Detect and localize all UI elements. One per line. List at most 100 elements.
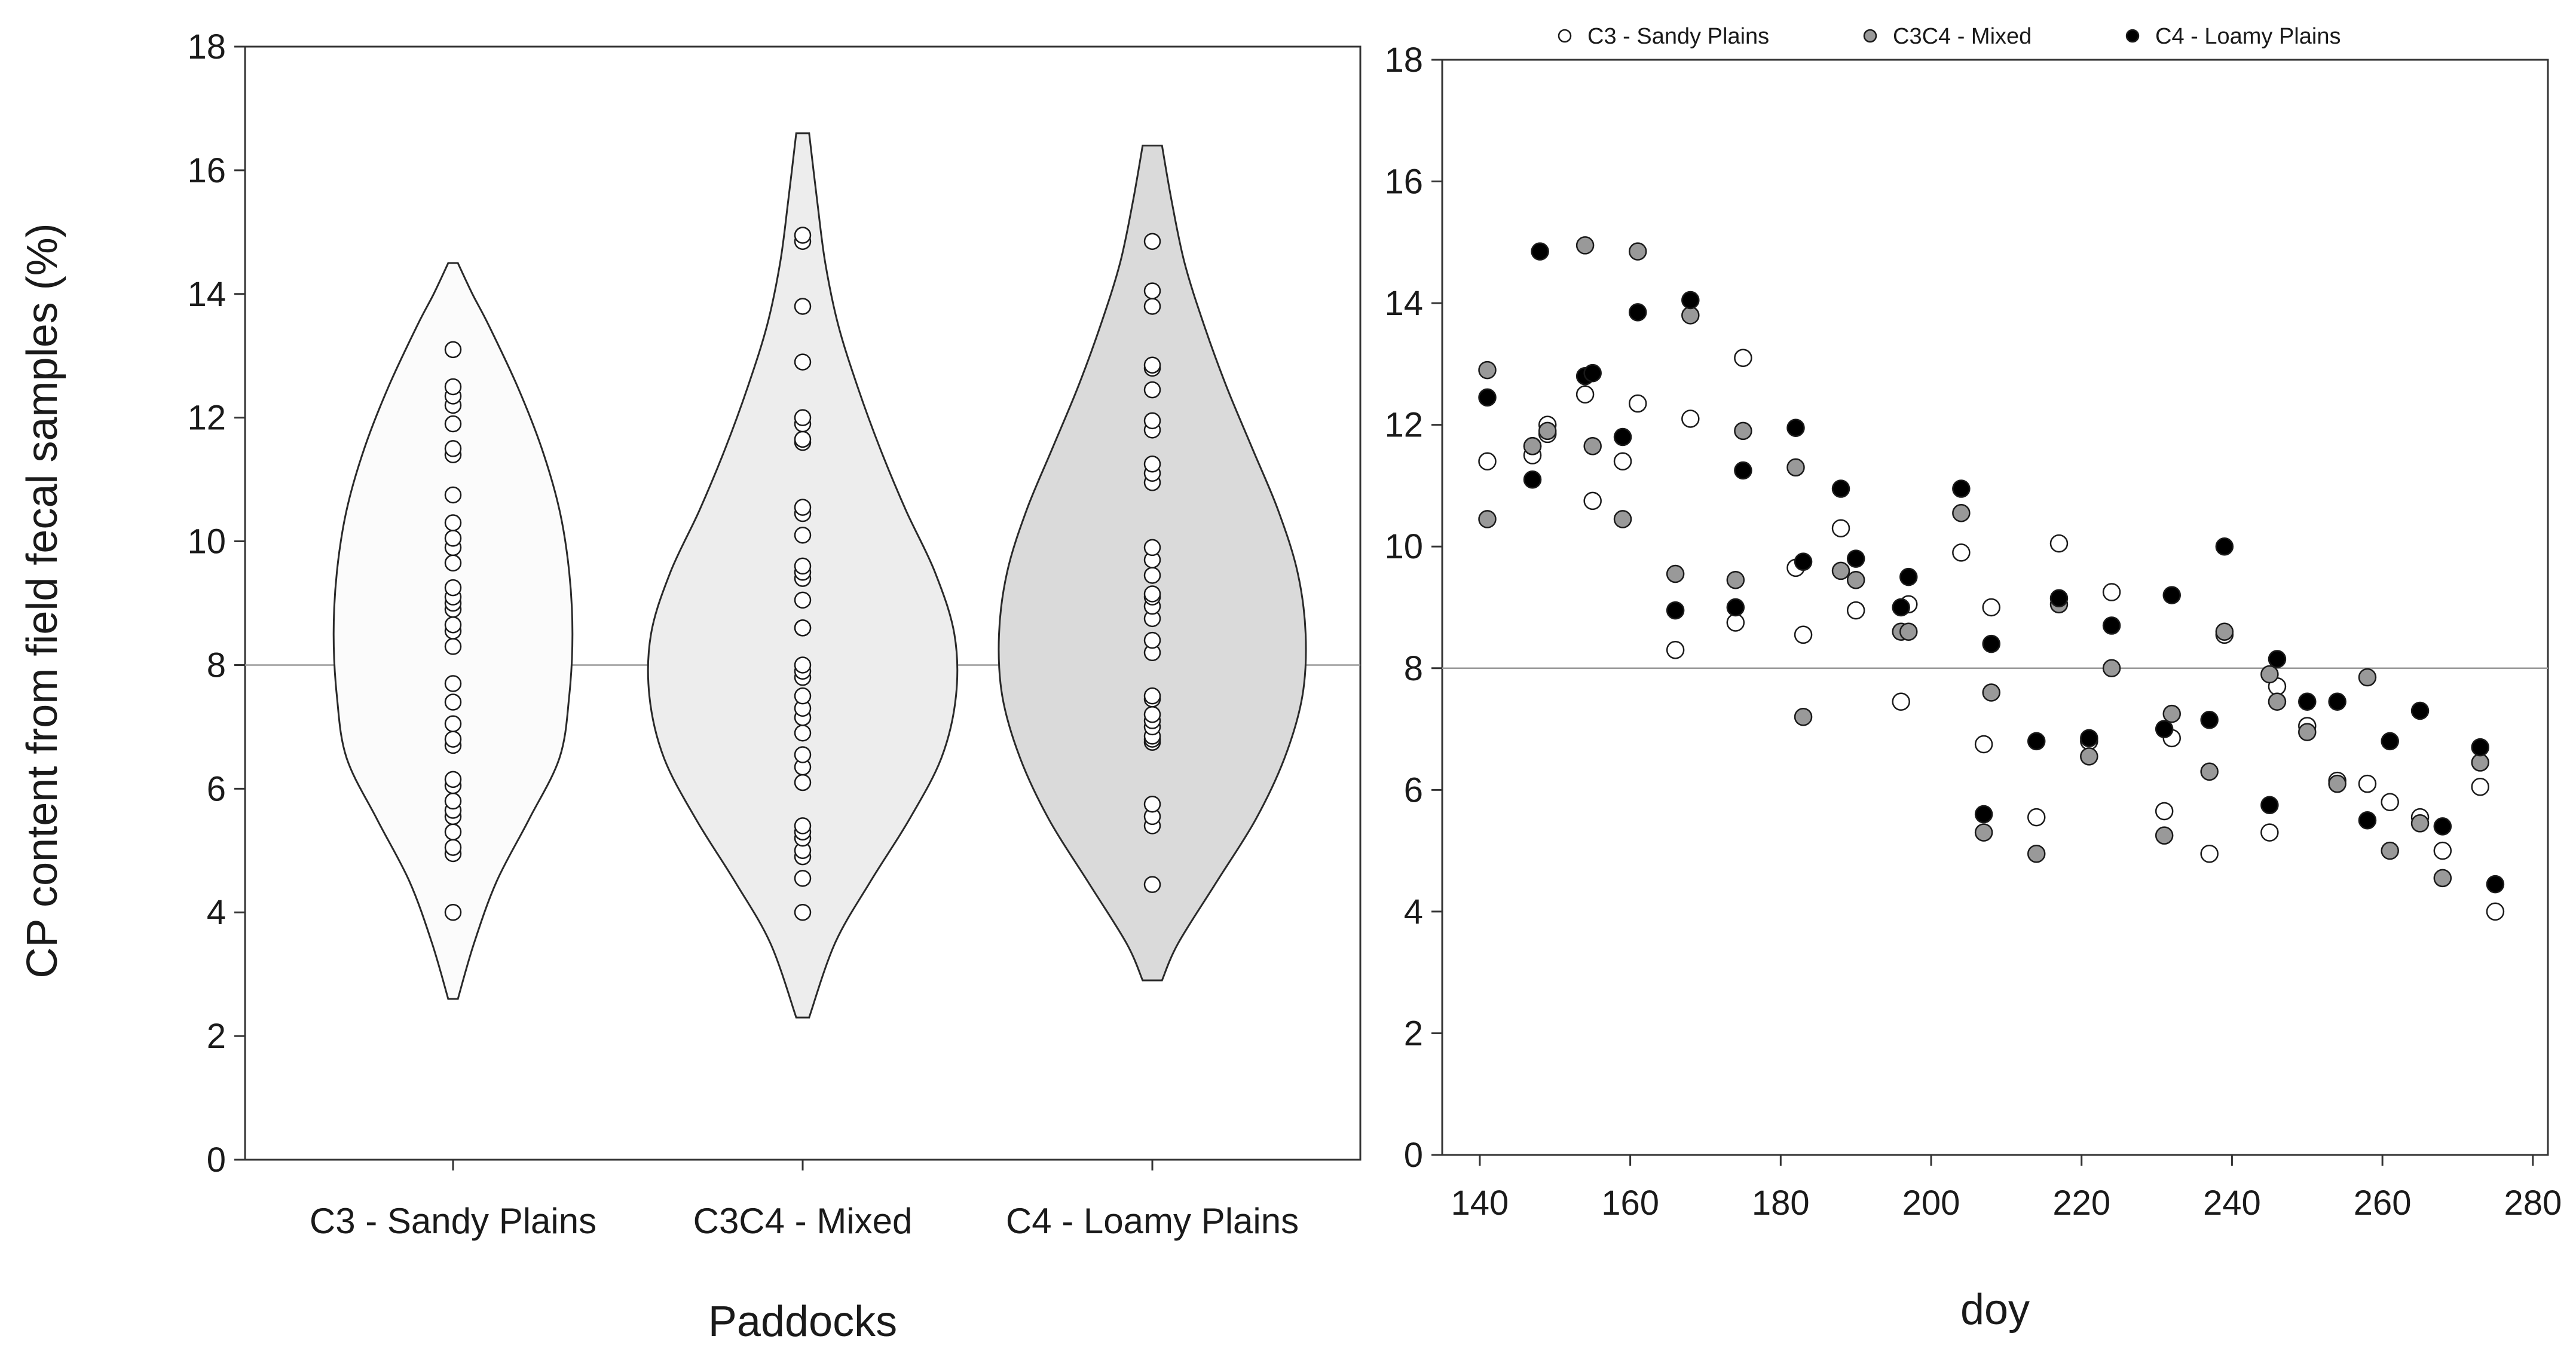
scatter-point-c4-loamy-plains xyxy=(1583,363,1602,383)
scatter-point-c4-loamy-plains xyxy=(1666,601,1685,620)
violin-x-axis-title: Paddocks xyxy=(708,1298,897,1346)
scatter-point-c3c4-mixed xyxy=(1846,570,1865,589)
violin-point-c4-loamy-plains xyxy=(1143,795,1161,813)
violin-point-c4-loamy-plains xyxy=(1143,381,1161,399)
scatter-point-c3c4-mixed xyxy=(2200,762,2219,781)
scatter-point-c3c4-mixed xyxy=(1628,242,1647,261)
scatter-point-c3c4-mixed xyxy=(1681,306,1700,325)
scatter-point-c3-sandy-plains xyxy=(2471,777,2489,796)
violin-y-axis-ticks: 0 2 4 6 8 10 12 14 16 18 xyxy=(187,27,245,1179)
violin-point-c4-loamy-plains xyxy=(1143,585,1161,603)
violin-point-c3-sandy-plains xyxy=(444,579,462,597)
scatter-point-c3-sandy-plains xyxy=(1575,385,1595,404)
scatter-x-tick-label: 280 xyxy=(2504,1184,2562,1222)
scatter-x-tick-label: 220 xyxy=(2052,1184,2110,1222)
violin-point-c4-loamy-plains xyxy=(1143,539,1161,557)
scatter-point-c3c4-mixed xyxy=(2027,844,2046,863)
scatter-point-c3-sandy-plains xyxy=(1952,543,1971,562)
scatter-point-c3c4-mixed xyxy=(1831,561,1850,580)
scatter-point-c3c4-mixed xyxy=(1583,437,1602,456)
legend-label-c4-loamy-plains: C4 - Loamy Plains xyxy=(2155,24,2341,49)
scatter-point-c3c4-mixed xyxy=(1794,707,1813,726)
scatter-point-c4-loamy-plains xyxy=(2155,720,2174,738)
violin-point-c3-sandy-plains xyxy=(444,771,462,788)
violin-y-tick-label: 18 xyxy=(187,27,226,66)
scatter-point-c4-loamy-plains xyxy=(1794,552,1813,571)
violin-x-axis-ticks: C3 - Sandy Plains C3C4 - Mixed C4 - Loamy … xyxy=(310,1160,1299,1241)
legend-marker-c4-loamy-plains xyxy=(2125,29,2140,43)
violin-point-c3c4-mixed xyxy=(794,817,812,835)
scatter-point-c3c4-mixed xyxy=(1974,823,1993,842)
scatter-point-c3-sandy-plains xyxy=(1974,735,1993,754)
scatter-point-c3-sandy-plains xyxy=(1666,640,1685,659)
scatter-point-c3c4-mixed xyxy=(2471,753,2489,772)
scatter-point-c3-sandy-plains xyxy=(2102,583,2121,601)
violin-point-c3c4-mixed xyxy=(794,430,812,448)
scatter-point-c3c4-mixed xyxy=(1478,360,1497,380)
violin-point-c3c4-mixed xyxy=(794,870,812,887)
violin-point-c3-sandy-plains xyxy=(444,693,462,711)
violin-point-c3-sandy-plains xyxy=(444,675,462,692)
scatter-point-c4-loamy-plains xyxy=(1846,549,1865,568)
scatter-point-c4-loamy-plains xyxy=(2200,711,2219,729)
violin-y-tick-label: 6 xyxy=(207,769,226,808)
violin-point-c3-sandy-plains xyxy=(444,440,462,457)
scatter-point-c3-sandy-plains xyxy=(2486,902,2505,921)
scatter-y-axis-ticks: 0 2 4 6 8 10 12 14 16 18 xyxy=(1384,41,1442,1175)
scatter-point-c4-loamy-plains xyxy=(1613,427,1632,447)
scatter-point-c3-sandy-plains xyxy=(1831,519,1850,537)
scatter-point-c4-loamy-plains xyxy=(1681,291,1700,310)
scatter-point-c4-loamy-plains xyxy=(1628,303,1647,322)
violin-point-c3c4-mixed xyxy=(794,409,812,426)
scatter-y-tick-label: 16 xyxy=(1384,163,1423,201)
violin-point-c3-sandy-plains xyxy=(444,378,462,396)
violin-point-c3c4-mixed xyxy=(794,656,812,674)
violin-point-c4-loamy-plains xyxy=(1143,282,1161,299)
scatter-point-c3-sandy-plains xyxy=(1613,452,1632,470)
violin-point-c3c4-mixed xyxy=(794,499,812,516)
scatter-point-c4-loamy-plains xyxy=(1974,805,1993,824)
scatter-y-tick-label: 10 xyxy=(1384,527,1423,566)
violin-point-c3c4-mixed xyxy=(794,903,812,921)
violin-point-c3-sandy-plains xyxy=(444,731,462,748)
scatter-point-c4-loamy-plains xyxy=(2215,537,2234,556)
violin-point-c3c4-mixed xyxy=(794,227,812,244)
violin-point-c3c4-mixed xyxy=(794,746,812,763)
scatter-point-c3c4-mixed xyxy=(1613,510,1632,528)
violin-point-c3-sandy-plains xyxy=(444,341,462,359)
scatter-x-axis-title: doy xyxy=(1960,1286,2030,1334)
scatter-point-c3-sandy-plains xyxy=(1681,409,1700,428)
scatter-point-c3c4-mixed xyxy=(2328,774,2346,793)
scatter-y-tick-label: 4 xyxy=(1404,893,1423,931)
violin-point-c4-loamy-plains xyxy=(1143,631,1161,649)
violin-point-c4-loamy-plains xyxy=(1143,687,1161,705)
violin-point-c3c4-mixed xyxy=(794,526,812,544)
violin-point-c3-sandy-plains xyxy=(444,715,462,732)
scatter-point-c3c4-mixed xyxy=(1952,503,1971,522)
scatter-point-c4-loamy-plains xyxy=(1478,388,1497,407)
violin-y-tick-label: 0 xyxy=(207,1141,226,1179)
scatter-point-c3c4-mixed xyxy=(2080,747,2098,766)
scatter-point-c4-loamy-plains xyxy=(1892,598,1910,617)
scatter-point-c4-loamy-plains xyxy=(2328,692,2346,711)
scatter-point-c3c4-mixed xyxy=(2381,841,2399,860)
legend-marker-c3c4-mixed xyxy=(1863,29,1877,43)
scatter-point-c4-loamy-plains xyxy=(2162,586,2181,604)
scatter-point-c3c4-mixed xyxy=(2358,668,2377,687)
violin-point-c3-sandy-plains xyxy=(444,514,462,531)
scatter-point-c3-sandy-plains xyxy=(2200,844,2219,863)
violin-x-tick-label: C4 - Loamy Plains xyxy=(1006,1201,1299,1241)
scatter-y-tick-label: 2 xyxy=(1404,1014,1423,1053)
scatter-x-tick-label: 180 xyxy=(1752,1184,1810,1222)
scatter-point-c3c4-mixed xyxy=(2433,869,2452,888)
scatter-point-c3c4-mixed xyxy=(1726,570,1745,589)
scatter-y-tick-label: 0 xyxy=(1404,1136,1423,1175)
scatter-point-c4-loamy-plains xyxy=(1726,598,1745,617)
scatter-point-c3-sandy-plains xyxy=(2381,793,2399,811)
violin-y-tick-label: 4 xyxy=(207,893,226,932)
scatter-point-c3c4-mixed xyxy=(1538,421,1557,441)
scatter-x-tick-label: 140 xyxy=(1451,1184,1509,1222)
violin-point-c3-sandy-plains xyxy=(444,554,462,572)
scatter-point-c3c4-mixed xyxy=(2260,665,2279,684)
violin-point-c3c4-mixed xyxy=(794,298,812,315)
